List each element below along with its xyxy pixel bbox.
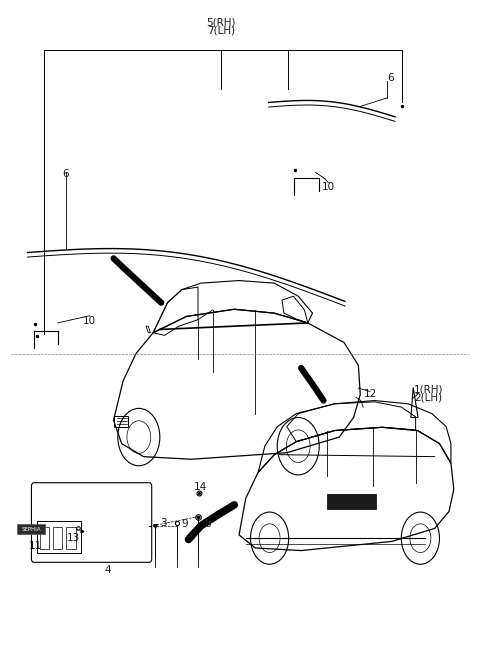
Bar [53, 527, 62, 550]
Text: 3: 3 [160, 518, 167, 528]
Bar [115, 415, 128, 427]
Bar [66, 527, 76, 550]
Text: 1(RH): 1(RH) [414, 384, 443, 394]
Text: 13: 13 [66, 533, 80, 542]
Text: 6: 6 [62, 169, 69, 179]
Text: 10: 10 [83, 316, 96, 326]
Bar [39, 527, 49, 550]
Text: 5(RH): 5(RH) [206, 17, 236, 28]
Text: 4: 4 [104, 565, 111, 575]
Text: 10: 10 [322, 182, 335, 193]
Bar [327, 495, 375, 509]
Text: 7(LH): 7(LH) [207, 26, 235, 36]
Text: 11: 11 [29, 541, 42, 551]
Text: 2(LH): 2(LH) [414, 393, 443, 403]
Bar [37, 521, 81, 553]
Text: 12: 12 [364, 389, 377, 399]
Bar [17, 525, 45, 534]
Text: SEPHIA: SEPHIA [21, 527, 41, 532]
Text: 8: 8 [204, 519, 211, 529]
Text: 9: 9 [182, 519, 189, 529]
Text: 14: 14 [194, 482, 207, 493]
Text: 6: 6 [387, 73, 394, 83]
Polygon shape [146, 326, 150, 333]
